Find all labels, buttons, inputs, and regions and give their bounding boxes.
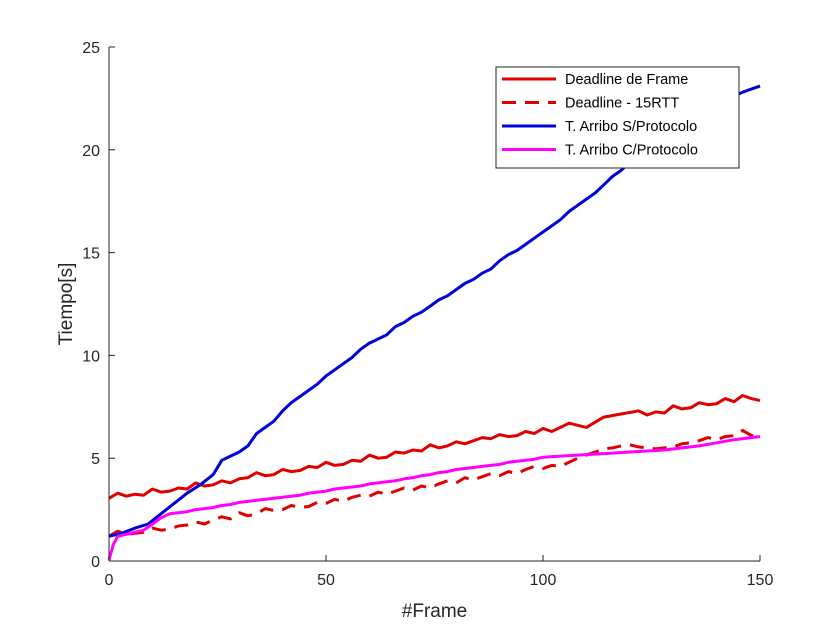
ticks-layer: 0 50 100 150 0 5 10 15 20 25 — [82, 40, 773, 589]
y-tick-label: 5 — [91, 451, 100, 468]
y-tick-label: 25 — [82, 40, 100, 57]
legend-label-t-arribo-s-protocolo: T. Arribo S/Protocolo — [565, 119, 697, 135]
series-line-deadline-de-frame — [108, 394, 761, 500]
axes-layer — [108, 47, 760, 562]
x-axis-label: #Frame — [402, 601, 467, 622]
x-tick-label: 50 — [317, 572, 335, 589]
legend-box — [495, 66, 740, 169]
y-tick-label: 0 — [91, 554, 100, 571]
y-axis-label: Tiempo[s] — [56, 263, 77, 346]
legend-label-deadline-de-frame: Deadline de Frame — [565, 72, 688, 88]
y-tick-label: 15 — [82, 246, 100, 263]
x-tick-label: 0 — [105, 572, 114, 589]
legend-label-deadline-15rtt: Deadline - 15RTT — [565, 96, 679, 112]
x-tick-label: 100 — [530, 572, 557, 589]
legend: Deadline de Frame Deadline - 15RTT T. Arri… — [495, 66, 740, 169]
y-tick-label: 20 — [82, 143, 100, 160]
y-tick-label: 10 — [82, 348, 100, 365]
series-line-deadline-15rtt — [108, 428, 761, 538]
series-line-t-arribo-c-protocolo — [107, 435, 761, 561]
legend-label-t-arribo-c-protocolo: T. Arribo C/Protocolo — [565, 143, 698, 159]
x-tick-label: 150 — [747, 572, 774, 589]
